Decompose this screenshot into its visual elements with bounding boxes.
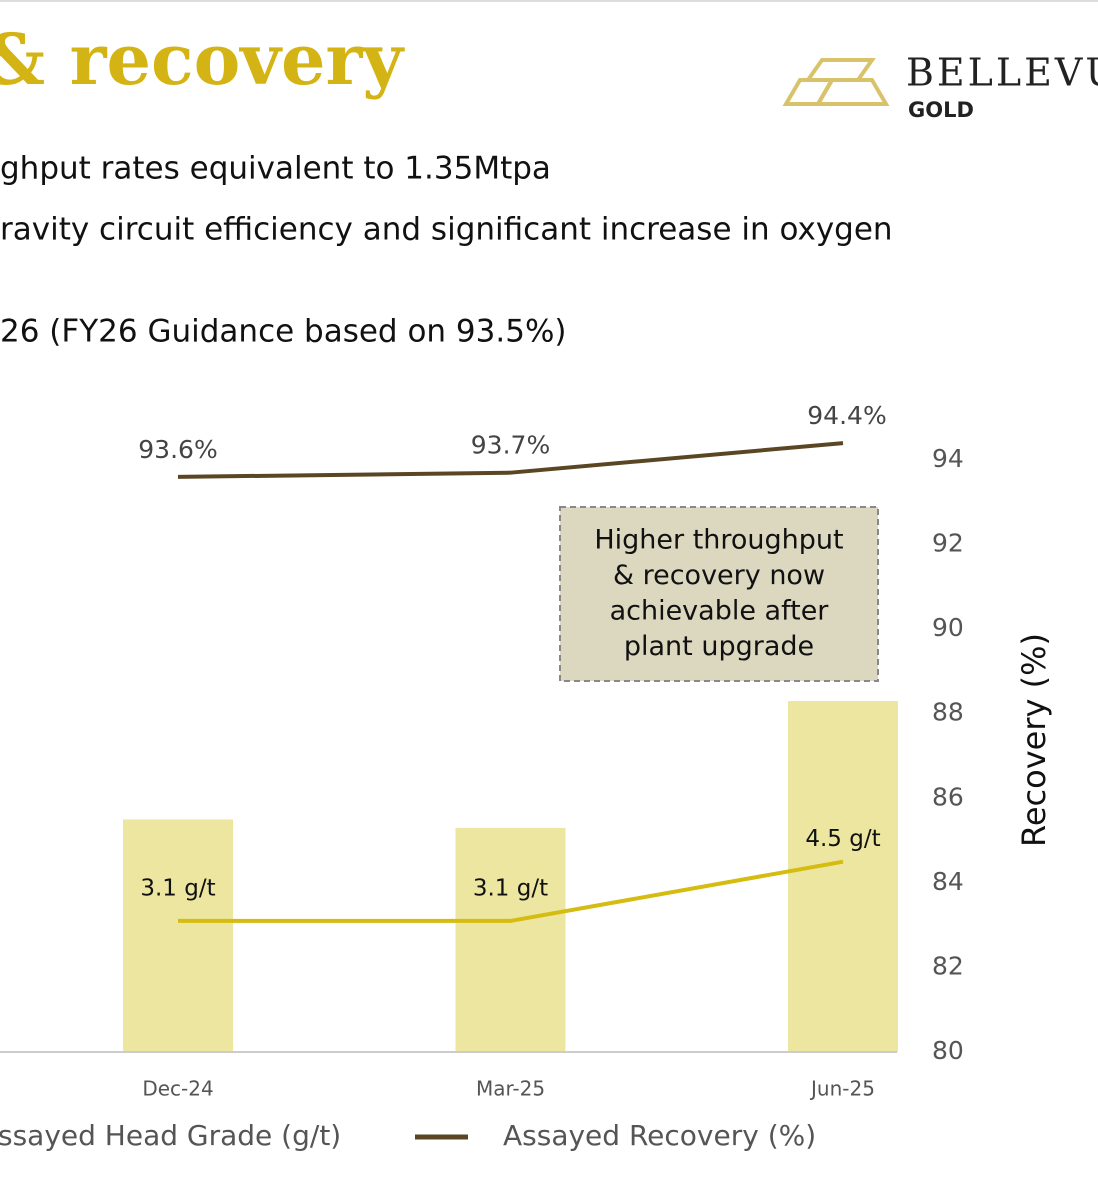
- annotation-box: [559, 506, 879, 682]
- y2-tick-label: 84: [932, 867, 964, 896]
- y2-tick-label: 90: [932, 613, 964, 642]
- data-label: 3.1 g/t: [140, 875, 215, 901]
- data-label: 93.7%: [471, 431, 550, 460]
- line: [177, 441, 844, 479]
- logo-sub: GOLD: [908, 98, 974, 122]
- logo-name: BELLEVU: [906, 51, 1098, 95]
- legend-label: ssayed Head Grade (g/t): [0, 1119, 341, 1152]
- data-label: 3.1 g/t: [473, 875, 548, 901]
- bar: [788, 701, 898, 1052]
- bullet: 26 (FY26 Guidance based on 93.5%): [0, 314, 567, 350]
- data-label: 94.4%: [807, 401, 886, 430]
- bullet: ghput rates equivalent to 1.35Mtpa: [0, 151, 551, 187]
- y2-tick-label: 86: [932, 782, 964, 811]
- bullet: ravity circuit efficiency and significan…: [0, 212, 893, 248]
- annotation-text: achievable after: [610, 596, 830, 627]
- y2-tick-label: 94: [932, 444, 964, 473]
- bar: [123, 819, 233, 1052]
- data-label: 93.6%: [138, 435, 217, 464]
- slide-title: & recovery: [0, 18, 405, 101]
- y2-tick-label: 82: [932, 951, 964, 980]
- y2-axis-title: Recovery (%): [1015, 633, 1053, 847]
- annotation-text: & recovery now: [613, 560, 825, 591]
- annotation-text: Higher throughput: [594, 525, 843, 556]
- annotation-text: plant upgrade: [624, 631, 814, 662]
- x-tick-label: Jun-25: [809, 1077, 875, 1101]
- legend-label: Assayed Recovery (%): [503, 1119, 816, 1152]
- data-label: 4.5 g/t: [805, 826, 880, 852]
- x-tick-label: Dec-24: [142, 1077, 213, 1101]
- y2-tick-label: 80: [932, 1036, 964, 1065]
- x-tick-label: Mar-25: [476, 1077, 545, 1101]
- y2-tick-label: 92: [932, 529, 964, 558]
- y2-tick-label: 88: [932, 698, 964, 727]
- line: [178, 859, 844, 923]
- bar: [455, 827, 566, 1052]
- logo: BELLEVU GOLD: [782, 51, 1098, 122]
